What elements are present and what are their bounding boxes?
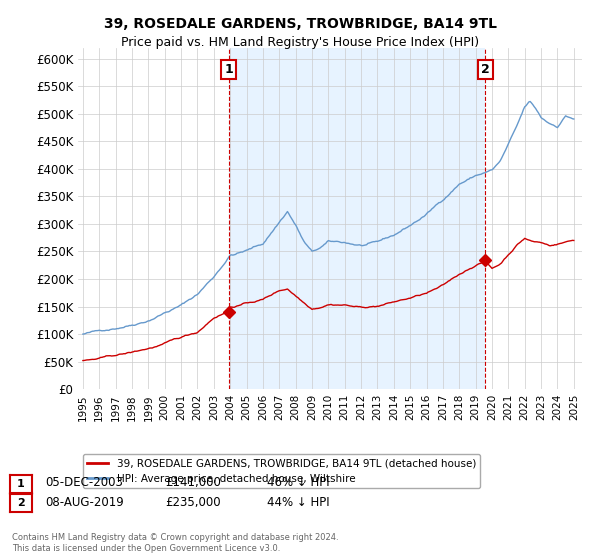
- Text: 08-AUG-2019: 08-AUG-2019: [45, 496, 124, 509]
- Text: £141,000: £141,000: [165, 476, 221, 489]
- Text: 1: 1: [224, 63, 233, 76]
- Text: 39, ROSEDALE GARDENS, TROWBRIDGE, BA14 9TL: 39, ROSEDALE GARDENS, TROWBRIDGE, BA14 9…: [104, 17, 497, 31]
- Text: 05-DEC-2003: 05-DEC-2003: [45, 476, 123, 489]
- Bar: [229, 48, 485, 389]
- Text: Price paid vs. HM Land Registry's House Price Index (HPI): Price paid vs. HM Land Registry's House …: [121, 36, 479, 49]
- Text: 46% ↓ HPI: 46% ↓ HPI: [267, 476, 329, 489]
- Legend: 39, ROSEDALE GARDENS, TROWBRIDGE, BA14 9TL (detached house), HPI: Average price,: 39, ROSEDALE GARDENS, TROWBRIDGE, BA14 9…: [83, 454, 480, 488]
- Text: 2: 2: [17, 498, 25, 508]
- Text: 1: 1: [17, 479, 25, 489]
- Text: 44% ↓ HPI: 44% ↓ HPI: [267, 496, 329, 509]
- Text: Contains HM Land Registry data © Crown copyright and database right 2024.
This d: Contains HM Land Registry data © Crown c…: [12, 533, 338, 553]
- Text: £235,000: £235,000: [165, 496, 221, 509]
- Text: 2: 2: [481, 63, 490, 76]
